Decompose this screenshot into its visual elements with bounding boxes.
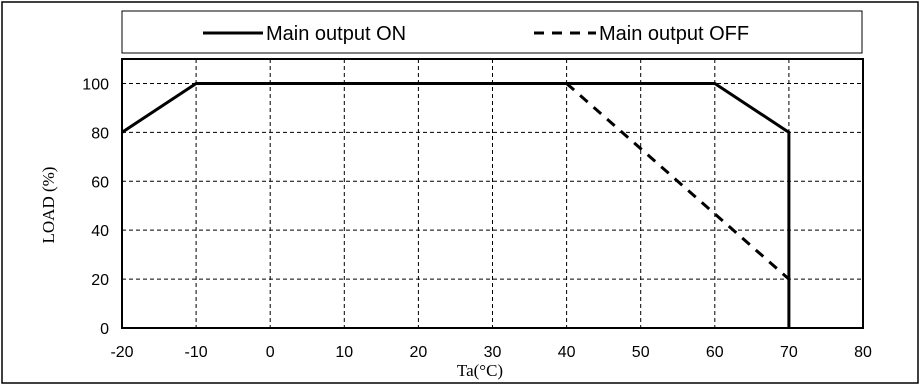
y-tick-label: 40 <box>91 223 109 240</box>
plot-area-border <box>121 58 864 329</box>
x-tick-label: 80 <box>854 344 872 361</box>
x-tick-label: 30 <box>484 344 502 361</box>
x-axis-title: Ta(°C) <box>457 361 503 380</box>
x-tick-label: 50 <box>632 344 650 361</box>
x-tick-label: 60 <box>706 344 724 361</box>
y-tick-label: 60 <box>91 174 109 191</box>
x-tick-label: 20 <box>410 344 428 361</box>
y-tick-label: 20 <box>91 272 109 289</box>
y-tick-label: 80 <box>91 125 109 142</box>
y-tick-label: 0 <box>100 321 109 338</box>
series-line-main-output-off <box>565 82 790 281</box>
x-tick-label: -20 <box>110 344 133 361</box>
x-tick-labels: -20 -10 0 10 20 30 40 50 60 70 80 <box>110 344 872 361</box>
series-line-main-output-on <box>121 81 791 328</box>
grid <box>122 59 863 328</box>
y-tick-labels: 0 20 40 60 80 100 <box>82 76 109 338</box>
legend-label-main-output-on: Main output ON <box>266 23 406 45</box>
x-tick-label: 0 <box>266 344 275 361</box>
y-tick-label: 100 <box>82 76 109 93</box>
series-layer <box>121 81 791 328</box>
legend-label-main-output-off: Main output OFF <box>599 23 749 45</box>
x-tick-label: 70 <box>780 344 798 361</box>
y-axis-title: LOAD (%) <box>39 167 58 244</box>
legend: Main output ON Main output OFF <box>121 10 863 54</box>
x-tick-label: -10 <box>185 344 208 361</box>
x-tick-label: 40 <box>558 344 576 361</box>
x-tick-label: 10 <box>335 344 353 361</box>
